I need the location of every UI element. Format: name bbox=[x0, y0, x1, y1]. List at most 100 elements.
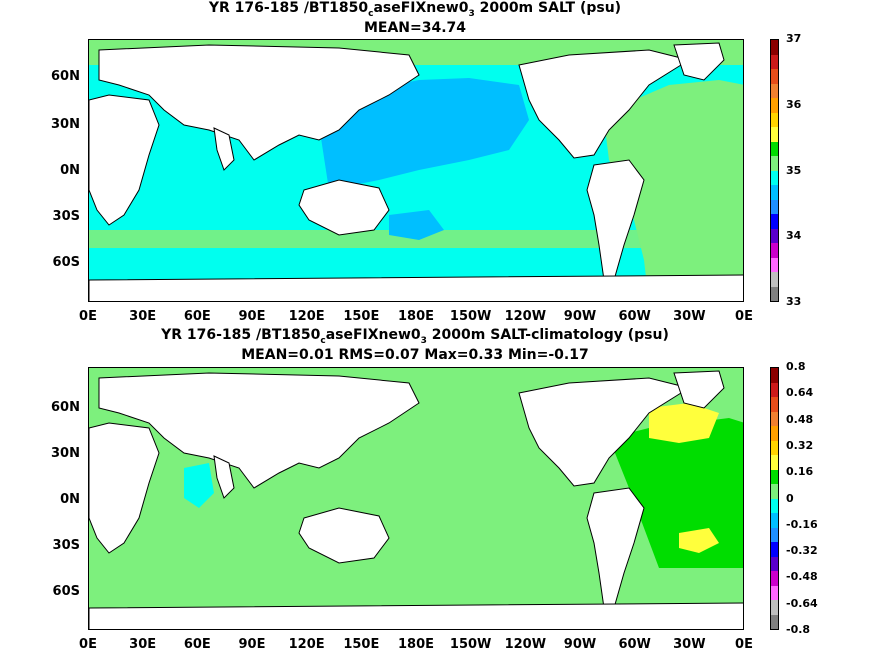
lon-label: 150W bbox=[449, 637, 492, 652]
lon-label: 90W bbox=[563, 637, 597, 652]
p1-lat-60s: 60S bbox=[52, 255, 80, 270]
colorbar-segment bbox=[771, 614, 778, 629]
colorbar-tick-label: -0.64 bbox=[786, 596, 818, 610]
panel2-map-svg bbox=[89, 368, 743, 629]
colorbar-segment bbox=[771, 272, 778, 287]
colorbar-segment bbox=[771, 170, 778, 185]
india-land-2 bbox=[213, 455, 235, 499]
africa-land-2 bbox=[89, 422, 160, 554]
north-america-land-2 bbox=[518, 377, 691, 487]
panel1-stats: MEAN=34.74 bbox=[363, 20, 467, 36]
colorbar-tick-label: 37 bbox=[786, 32, 802, 45]
colorbar-segment bbox=[771, 228, 778, 243]
colorbar-tick-label: 0.64 bbox=[786, 386, 814, 400]
lon-label: 60W bbox=[618, 637, 651, 652]
colorbar-segment bbox=[771, 426, 778, 441]
p1-lat-60n: 60N bbox=[51, 69, 80, 84]
lon-label: 120E bbox=[288, 637, 325, 652]
colorbar-segment bbox=[771, 411, 778, 426]
lon-label: 60E bbox=[183, 637, 211, 652]
lon-label: 0E bbox=[79, 309, 97, 324]
colorbar-segment bbox=[771, 141, 778, 156]
p1-lat-0n: 0N bbox=[60, 163, 80, 178]
lon-label: 30W bbox=[673, 309, 706, 324]
colorbar-tick-label: 0.48 bbox=[786, 412, 814, 426]
lon-label: 180E bbox=[397, 309, 435, 324]
colorbar-segment bbox=[771, 440, 778, 455]
panel1-map-svg bbox=[89, 40, 743, 301]
colorbar-segment bbox=[771, 498, 778, 513]
colorbar-segment bbox=[771, 542, 778, 557]
colorbar-segment bbox=[771, 185, 778, 200]
p1-lat-30s: 30S bbox=[52, 209, 80, 224]
colorbar-segment bbox=[771, 156, 778, 171]
eurasia-land bbox=[98, 44, 420, 161]
lon-label: 90E bbox=[238, 309, 266, 324]
colorbar-tick-label: -0.8 bbox=[786, 623, 811, 636]
lon-label: 120W bbox=[504, 309, 547, 324]
colorbar-segment bbox=[771, 98, 778, 113]
colorbar-segment bbox=[771, 83, 778, 98]
lon-label: 30E bbox=[129, 637, 157, 652]
colorbar-segment bbox=[771, 513, 778, 528]
australia-land-2 bbox=[298, 507, 390, 564]
lon-label: 90W bbox=[563, 309, 597, 324]
panel1-title: YR 176-185 /BT1850caseFIXnew03 2000m SAL… bbox=[208, 0, 622, 19]
colorbar-segment bbox=[771, 600, 778, 615]
colorbar-tick-label: 36 bbox=[786, 97, 802, 111]
colorbar-segment bbox=[771, 243, 778, 258]
panel2-stats: MEAN=0.01 RMS=0.07 Max=0.33 Min=-0.17 bbox=[241, 347, 589, 363]
colorbar-segment bbox=[771, 69, 778, 84]
lon-label: 30W bbox=[673, 637, 706, 652]
p2-lat-30s: 30S bbox=[52, 538, 80, 553]
lon-label: 150W bbox=[449, 309, 492, 324]
north-america-land bbox=[518, 49, 691, 159]
colorbar-segment bbox=[771, 199, 778, 214]
south-atlantic-high bbox=[679, 528, 719, 553]
p2-lat-30n: 30N bbox=[51, 446, 80, 461]
colorbar-segment bbox=[771, 112, 778, 127]
panel2-map bbox=[88, 367, 744, 630]
colorbar-tick-label: 0.32 bbox=[786, 438, 814, 452]
eurasia-land-2 bbox=[98, 372, 420, 489]
greenland-land bbox=[673, 42, 725, 81]
indian-cyan-patch bbox=[184, 463, 214, 508]
panel1-map bbox=[88, 39, 744, 302]
lon-label: 60E bbox=[183, 309, 211, 324]
colorbar-segment bbox=[771, 40, 778, 55]
colorbar-segment bbox=[771, 54, 778, 69]
colorbar-segment bbox=[771, 382, 778, 397]
p2-lat-60n: 60N bbox=[51, 400, 80, 415]
colorbar-segment bbox=[771, 368, 778, 383]
colorbar-segment bbox=[771, 556, 778, 571]
lon-label: 60W bbox=[618, 309, 651, 324]
colorbar-tick-label: -0.48 bbox=[786, 570, 818, 584]
greenland-land-2 bbox=[673, 370, 725, 409]
lon-label: 30E bbox=[129, 309, 157, 324]
colorbar-segment bbox=[771, 585, 778, 600]
lon-label: 150E bbox=[343, 637, 380, 652]
colorbar-segment bbox=[771, 469, 778, 484]
lon-label: 0E bbox=[79, 637, 97, 652]
colorbar-tick-label: 34 bbox=[786, 229, 802, 243]
colorbar-tick-label: 33 bbox=[786, 295, 802, 308]
panel1-colorbar bbox=[770, 39, 779, 302]
colorbar-segment bbox=[771, 571, 778, 586]
lon-label: 120W bbox=[504, 637, 547, 652]
colorbar-tick-label: 0 bbox=[786, 491, 794, 505]
colorbar-segment bbox=[771, 484, 778, 499]
pacific-north-region bbox=[319, 78, 529, 190]
india-land bbox=[213, 127, 235, 171]
colorbar-tick-label: -0.32 bbox=[786, 544, 818, 558]
p2-lat-0n: 0N bbox=[60, 492, 80, 507]
colorbar-tick-label: 0.8 bbox=[786, 360, 806, 373]
colorbar-segment bbox=[771, 214, 778, 229]
lon-label: 180E bbox=[397, 637, 435, 652]
southern-band bbox=[89, 230, 649, 248]
lon-label: 150E bbox=[343, 309, 380, 324]
lon-label: 120E bbox=[288, 309, 325, 324]
p2-lat-60s: 60S bbox=[52, 584, 80, 599]
colorbar-segment bbox=[771, 286, 778, 301]
panel2-colorbar bbox=[770, 367, 779, 630]
colorbar-tick-label: 0.16 bbox=[786, 465, 814, 479]
